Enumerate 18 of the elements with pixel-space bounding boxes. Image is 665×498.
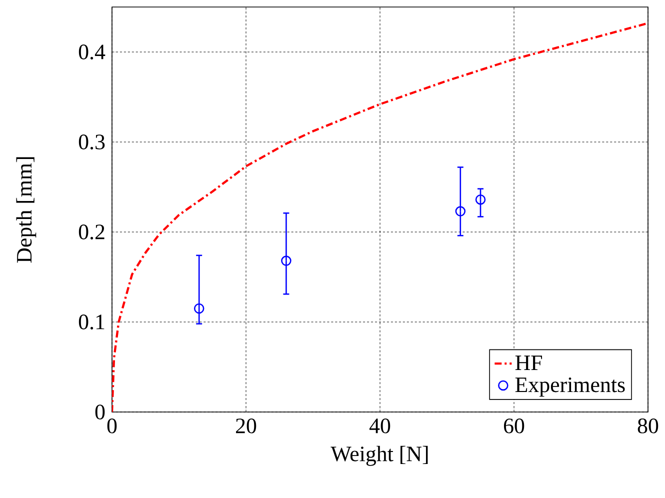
y-tick-label: 0.3 — [78, 134, 105, 150]
x-tick-label: 60 — [504, 418, 524, 434]
x-tick-label: 0 — [107, 418, 117, 434]
y-tick-label: 0.2 — [78, 224, 104, 240]
x-axis-title: Weight [N] — [330, 446, 428, 466]
legend-label: HF — [515, 356, 542, 370]
y-tick-label: 0 — [95, 404, 105, 420]
point — [475, 194, 486, 205]
point — [455, 206, 466, 216]
x-tick-label: 80 — [638, 418, 658, 434]
point — [194, 303, 204, 314]
y-tick-label: 0.1 — [78, 314, 104, 330]
x-tick-label: 40 — [369, 418, 390, 434]
legend-label: Experiments — [515, 377, 625, 397]
y-axis-title: Depth [mm] — [16, 157, 36, 263]
point — [281, 256, 292, 266]
y-tick-label: 0.4 — [78, 44, 106, 60]
x-tick-label: 20 — [236, 418, 256, 434]
